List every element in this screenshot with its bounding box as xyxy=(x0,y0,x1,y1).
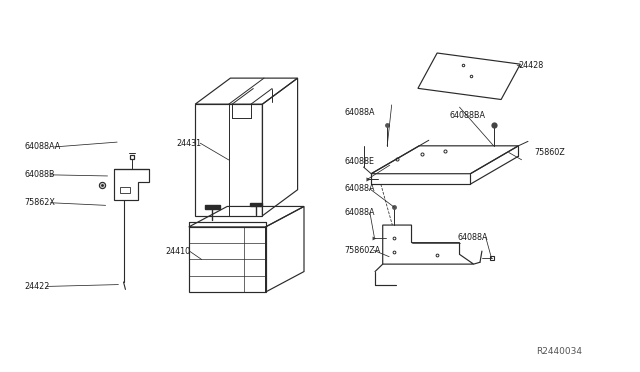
Text: 64088A: 64088A xyxy=(344,108,375,117)
Bar xyxy=(250,203,262,206)
Text: 64088BA: 64088BA xyxy=(449,111,485,120)
Text: 64088A: 64088A xyxy=(457,233,488,242)
Text: 24422: 24422 xyxy=(24,282,50,291)
Text: 75860Z: 75860Z xyxy=(534,148,565,157)
Text: 64088B: 64088B xyxy=(24,170,55,179)
Bar xyxy=(205,205,220,209)
Text: 24428: 24428 xyxy=(518,61,543,70)
Text: R2440034: R2440034 xyxy=(536,347,582,356)
Text: 75862X: 75862X xyxy=(24,198,55,207)
Text: 64088E: 64088E xyxy=(344,157,374,166)
Text: 64088A: 64088A xyxy=(344,185,375,193)
Text: 64088A: 64088A xyxy=(344,208,375,217)
Text: 24431: 24431 xyxy=(176,139,201,148)
Text: 75860ZA: 75860ZA xyxy=(344,246,381,255)
Bar xyxy=(120,187,130,193)
Text: 64088AA: 64088AA xyxy=(24,142,61,151)
Text: 24410: 24410 xyxy=(165,247,190,256)
